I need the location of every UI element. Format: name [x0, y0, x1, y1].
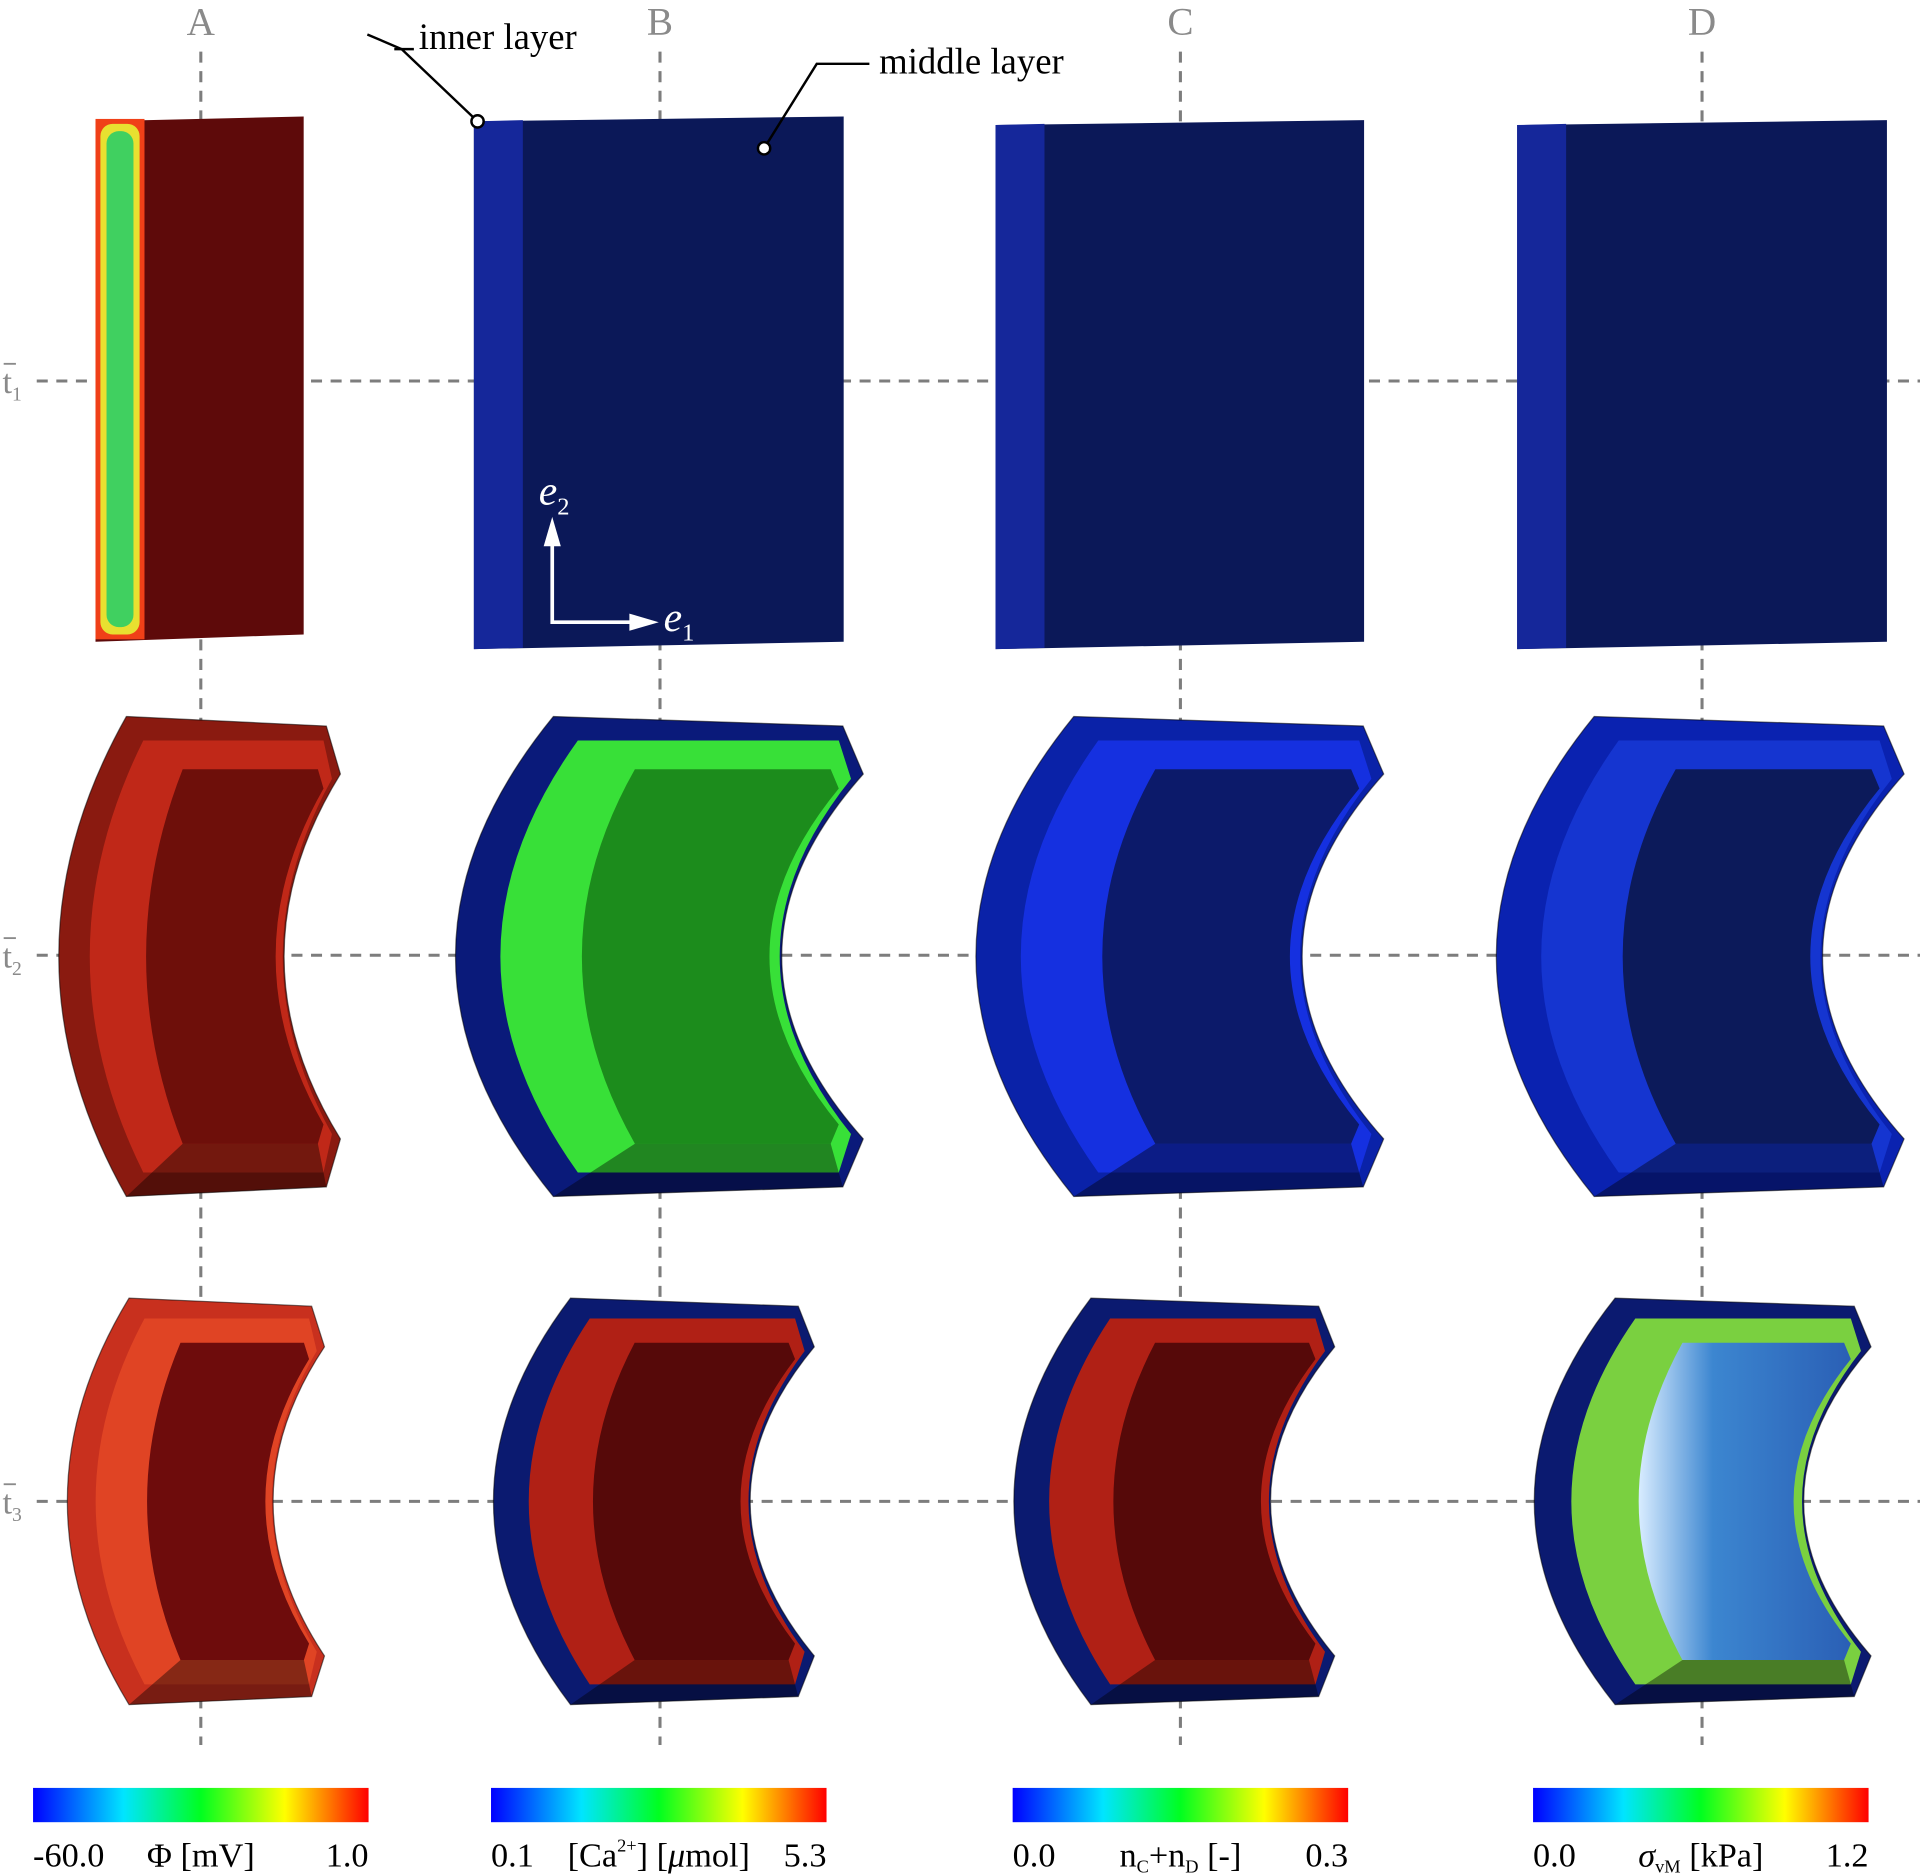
colorbar-label: [Ca2+] [μmol] [568, 1836, 750, 1875]
bottom-face [570, 1659, 799, 1705]
bottom-face [129, 1659, 312, 1705]
row-symbol: t [2, 363, 12, 401]
front-face [146, 769, 324, 1144]
column-label: B [647, 0, 673, 43]
label-part: D [1185, 1856, 1198, 1875]
bottom-face [1615, 1659, 1855, 1705]
colorbar [1012, 1787, 1349, 1823]
label-part: μ [667, 1836, 685, 1874]
colorbar-label: σvM [kPa] [1638, 1836, 1763, 1875]
colorbar [491, 1787, 827, 1823]
label-part: σ [1638, 1836, 1656, 1874]
label-part: [-] [1199, 1836, 1242, 1874]
curved-panel [1495, 715, 1905, 1198]
front-face [581, 769, 839, 1144]
label-part: mol] [685, 1836, 750, 1874]
block-panel [995, 120, 1365, 650]
colorbar [1533, 1787, 1869, 1823]
column-label: D [1688, 0, 1716, 43]
colorbar-min: 0.0 [1533, 1836, 1576, 1874]
axis-label: e1 [664, 595, 695, 647]
row-label: t1 [2, 363, 21, 405]
colorbar-min: 0.1 [491, 1836, 534, 1874]
column-label: A [187, 0, 215, 43]
front-face [1622, 769, 1880, 1144]
bottom-face [1090, 1659, 1319, 1705]
block-front [1517, 120, 1887, 650]
block-front [473, 116, 844, 650]
bottom-face [1073, 1143, 1364, 1197]
panels [58, 116, 1905, 1706]
front-face [592, 1342, 796, 1660]
row-subscript: 2 [12, 959, 22, 980]
colorbar-max: 5.3 [784, 1836, 827, 1874]
colorbar-min: 0.0 [1013, 1836, 1056, 1874]
leader-line [763, 62, 870, 149]
label-part: C [1137, 1856, 1149, 1875]
side-face [106, 131, 134, 628]
axis-subscript: 1 [682, 620, 694, 647]
label-part: ] [ [637, 1836, 668, 1874]
colorbar-label: Φ [mV] [147, 1836, 255, 1874]
row-symbol: t [2, 938, 12, 976]
row-label: t2 [2, 938, 21, 980]
front-face [1113, 1342, 1316, 1660]
axis-line [550, 545, 631, 625]
block-front [995, 120, 1365, 650]
bottom-face [126, 1143, 327, 1197]
row-label: t3 [2, 1484, 22, 1526]
curved-panel [492, 1297, 815, 1706]
front-face [1102, 769, 1360, 1144]
colorbar-min: -60.0 [33, 1836, 104, 1874]
colorbar-max: 0.3 [1305, 1836, 1348, 1874]
column-label: C [1167, 0, 1193, 43]
front-face [147, 1342, 310, 1660]
colorbar-max: 1.0 [326, 1836, 369, 1874]
block-panel [473, 116, 844, 650]
label-part: Φ [mV] [147, 1836, 255, 1874]
curved-panel [454, 715, 864, 1198]
row-symbol: t [2, 1484, 12, 1522]
label-part: vM [1655, 1856, 1681, 1875]
bottom-face [553, 1143, 843, 1197]
annotation: middle layer [879, 41, 1064, 82]
curved-panel [1533, 1297, 1872, 1706]
axis-symbol: e [539, 469, 557, 515]
curved-panel [66, 1297, 326, 1706]
curved-panel [975, 715, 1385, 1198]
label-part: [kPa] [1681, 1836, 1764, 1874]
curved-panel [58, 715, 342, 1198]
label-part: +n [1149, 1836, 1185, 1874]
leader-dot [756, 140, 772, 156]
leader-dot [470, 114, 485, 129]
annotation: inner layer [419, 16, 577, 57]
colorbar-max: 1.2 [1826, 1836, 1869, 1874]
block-front [95, 116, 304, 642]
colorbar [33, 1787, 369, 1823]
row-subscript: 3 [12, 1505, 22, 1526]
side-face [995, 123, 1045, 650]
front-face [1638, 1342, 1851, 1660]
axis-label: e2 [539, 469, 570, 521]
bottom-face [1594, 1143, 1884, 1197]
colorbar-label: nC+nD [-] [1119, 1836, 1241, 1875]
block-panel [95, 116, 304, 642]
side-face [1517, 123, 1567, 650]
label-part: n [1119, 1836, 1136, 1874]
arrow-head [543, 516, 561, 547]
axis-subscript: 2 [557, 493, 569, 520]
block-panel [1517, 120, 1887, 650]
label-part: [Ca [568, 1836, 617, 1874]
curved-panel [1013, 1297, 1336, 1706]
row-subscript: 1 [12, 385, 22, 406]
label-part: 2+ [617, 1836, 637, 1856]
arrow-head [629, 613, 659, 631]
side-face [473, 120, 523, 650]
axis-symbol: e [664, 595, 682, 641]
